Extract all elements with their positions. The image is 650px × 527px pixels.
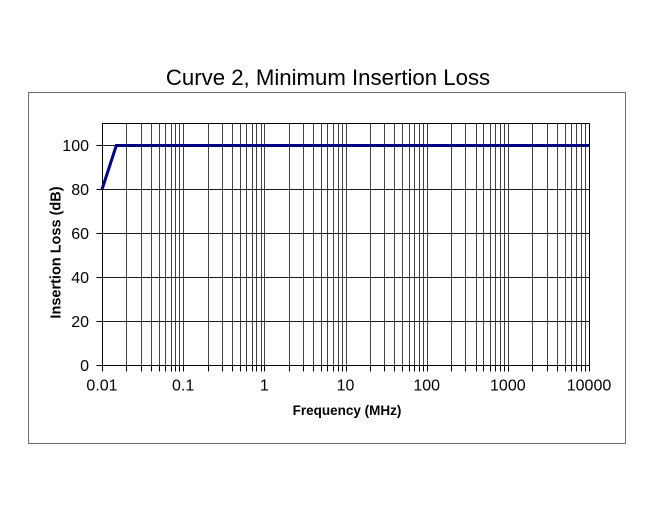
svg-text:40: 40 — [71, 270, 89, 287]
svg-text:Insertion Loss (dB): Insertion Loss (dB) — [49, 186, 65, 318]
svg-text:100: 100 — [62, 138, 89, 155]
svg-text:Curve 2, Minimum Insertion Los: Curve 2, Minimum Insertion Loss — [166, 65, 490, 90]
svg-text:60: 60 — [71, 226, 89, 243]
svg-text:10: 10 — [337, 378, 355, 395]
svg-text:100: 100 — [413, 378, 440, 395]
svg-text:80: 80 — [71, 182, 89, 199]
svg-text:20: 20 — [71, 314, 89, 331]
svg-text:1: 1 — [260, 378, 269, 395]
svg-text:1000: 1000 — [490, 378, 526, 395]
svg-text:0.01: 0.01 — [86, 378, 117, 395]
svg-text:0.1: 0.1 — [172, 378, 194, 395]
svg-text:10000: 10000 — [567, 378, 612, 395]
svg-text:Frequency (MHz): Frequency (MHz) — [293, 403, 402, 418]
svg-text:0: 0 — [80, 358, 89, 375]
